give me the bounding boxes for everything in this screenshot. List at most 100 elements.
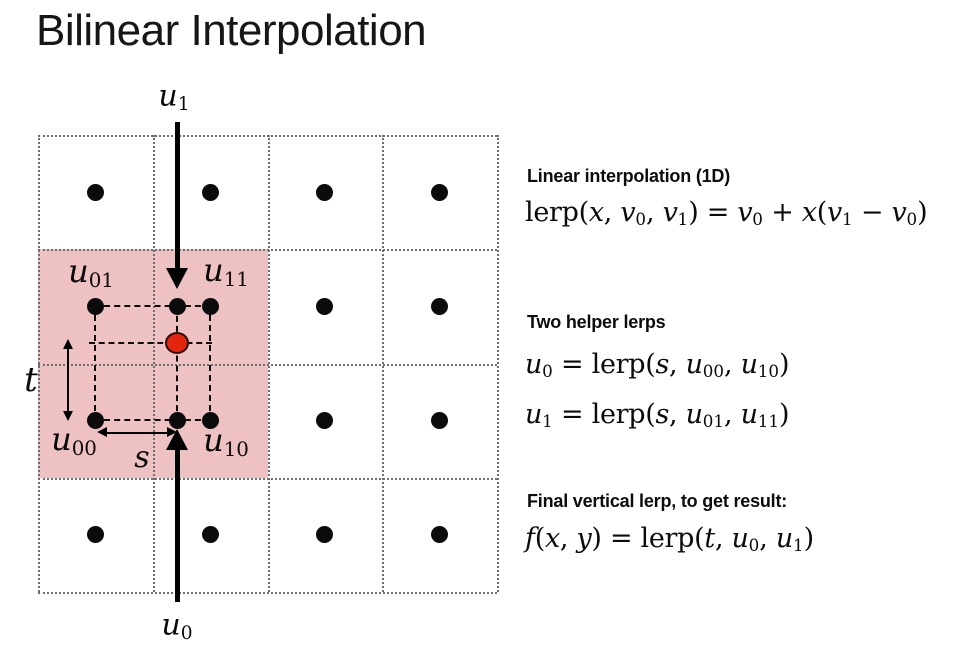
math-token: 0 <box>906 209 918 230</box>
math-token: s <box>655 399 670 430</box>
formula-final: f(x, y) = lerp(t, u0, u1) <box>525 522 814 556</box>
math-token: v <box>891 197 907 228</box>
math-token: u <box>775 523 793 554</box>
slide-title: Bilinear Interpolation <box>36 6 427 55</box>
math-token: u <box>203 421 224 460</box>
texel-dot <box>201 526 219 544</box>
u0-interp-dot <box>168 412 186 429</box>
label-t: t <box>24 363 38 397</box>
math-token: 1 <box>792 535 804 556</box>
grid-line <box>38 592 497 594</box>
math-token: , <box>724 349 741 380</box>
math-token: s <box>655 349 670 380</box>
section-heading-final: Final vertical lerp, to get result: <box>527 491 788 511</box>
texel-dot <box>431 297 449 315</box>
label-u0: u0 <box>161 610 192 643</box>
math-token: ( <box>534 523 546 554</box>
math-token: 0 <box>542 361 553 382</box>
formula-lerp-1d: lerp(x, v0, v1) = v0 + x(v1 − v0) <box>525 196 928 230</box>
math-token: 1 <box>542 411 553 432</box>
sample-point <box>165 332 189 354</box>
texel-dot <box>431 183 449 201</box>
section-heading-helpers: Two helper lerps <box>527 312 666 332</box>
math-token: t <box>24 360 38 400</box>
math-token: 00 <box>702 361 725 382</box>
formula-u1-helper: u1 = lerp(s, u01, u11) <box>525 398 790 432</box>
math-token: u <box>740 399 758 430</box>
math-token: ) <box>917 197 928 228</box>
texel-dot <box>86 297 104 315</box>
math-token: v <box>827 197 842 228</box>
math-token: ) = <box>688 197 738 228</box>
math-token: u <box>68 252 89 291</box>
texel-dot <box>316 297 334 315</box>
t-arrowhead-down-icon <box>62 411 73 421</box>
texel-quad-outline <box>94 305 211 421</box>
math-token: , <box>645 197 663 228</box>
u0-arrow-shaft <box>174 448 180 602</box>
s-arrowhead-left-icon <box>97 427 107 437</box>
grid-line <box>497 135 499 592</box>
math-token: 0 <box>635 209 646 230</box>
math-token: 01 <box>702 411 725 432</box>
u1-arrowhead-icon <box>166 268 188 289</box>
math-token: v <box>620 197 636 228</box>
math-token: x <box>801 197 817 228</box>
texel-dot <box>316 526 334 544</box>
math-token: 01 <box>88 268 114 292</box>
sample-horizontal-guide <box>89 341 212 344</box>
math-token: 0 <box>752 209 763 230</box>
math-token: , <box>559 523 577 554</box>
u1-interp-dot <box>168 298 186 315</box>
math-token: 1 <box>177 93 190 115</box>
math-token: u <box>685 349 703 380</box>
math-token: − <box>852 197 892 228</box>
sample-vertical-guide <box>175 306 178 421</box>
math-token: ) = lerp( <box>591 523 705 554</box>
formula-u0-helper: u0 = lerp(s, u00, u10) <box>525 348 790 382</box>
math-token: v <box>737 197 753 228</box>
math-token: u <box>161 607 181 643</box>
texel-dot <box>86 183 104 201</box>
math-token: 10 <box>757 361 779 382</box>
math-token: , <box>669 399 686 430</box>
math-token: 10 <box>223 437 249 461</box>
grid-line <box>38 363 497 366</box>
math-token: y <box>576 523 592 554</box>
t-arrow-shaft <box>67 347 70 413</box>
math-token: f <box>525 523 535 554</box>
math-token: ( <box>816 197 828 228</box>
math-token: 1 <box>677 209 689 230</box>
label-u00: u00 <box>51 423 97 459</box>
math-token: lerp( <box>525 197 589 228</box>
label-u1: u1 <box>158 81 189 114</box>
texel-dot <box>201 297 219 315</box>
math-token: 0 <box>180 622 193 644</box>
math-token: 0 <box>748 535 760 556</box>
texel-dot <box>201 412 219 430</box>
math-token: 11 <box>757 411 779 432</box>
bilinear-diagram: u1 u0 u01 u11 u00 u10 t s <box>24 81 499 643</box>
math-token: x <box>544 523 560 554</box>
t-arrowhead-up-icon <box>62 339 73 349</box>
s-arrowhead-right-icon <box>167 427 177 437</box>
math-token: x <box>588 197 604 228</box>
math-token: ) <box>778 399 790 430</box>
math-token: , <box>759 523 776 554</box>
math-token: 00 <box>71 436 97 460</box>
texel-dot <box>86 526 104 544</box>
math-token: u <box>525 349 543 380</box>
math-token: u <box>525 399 543 430</box>
math-token: 11 <box>223 267 249 291</box>
math-token: v <box>662 197 678 228</box>
s-arrow-shaft <box>106 431 168 434</box>
math-token: = lerp( <box>552 349 656 380</box>
label-s: s <box>134 443 149 473</box>
math-token: u <box>685 399 703 430</box>
math-token: , <box>669 349 686 380</box>
texel-dot <box>431 412 449 430</box>
texel-dot <box>316 183 334 201</box>
math-token: , <box>603 197 621 228</box>
math-token: + <box>762 197 802 228</box>
